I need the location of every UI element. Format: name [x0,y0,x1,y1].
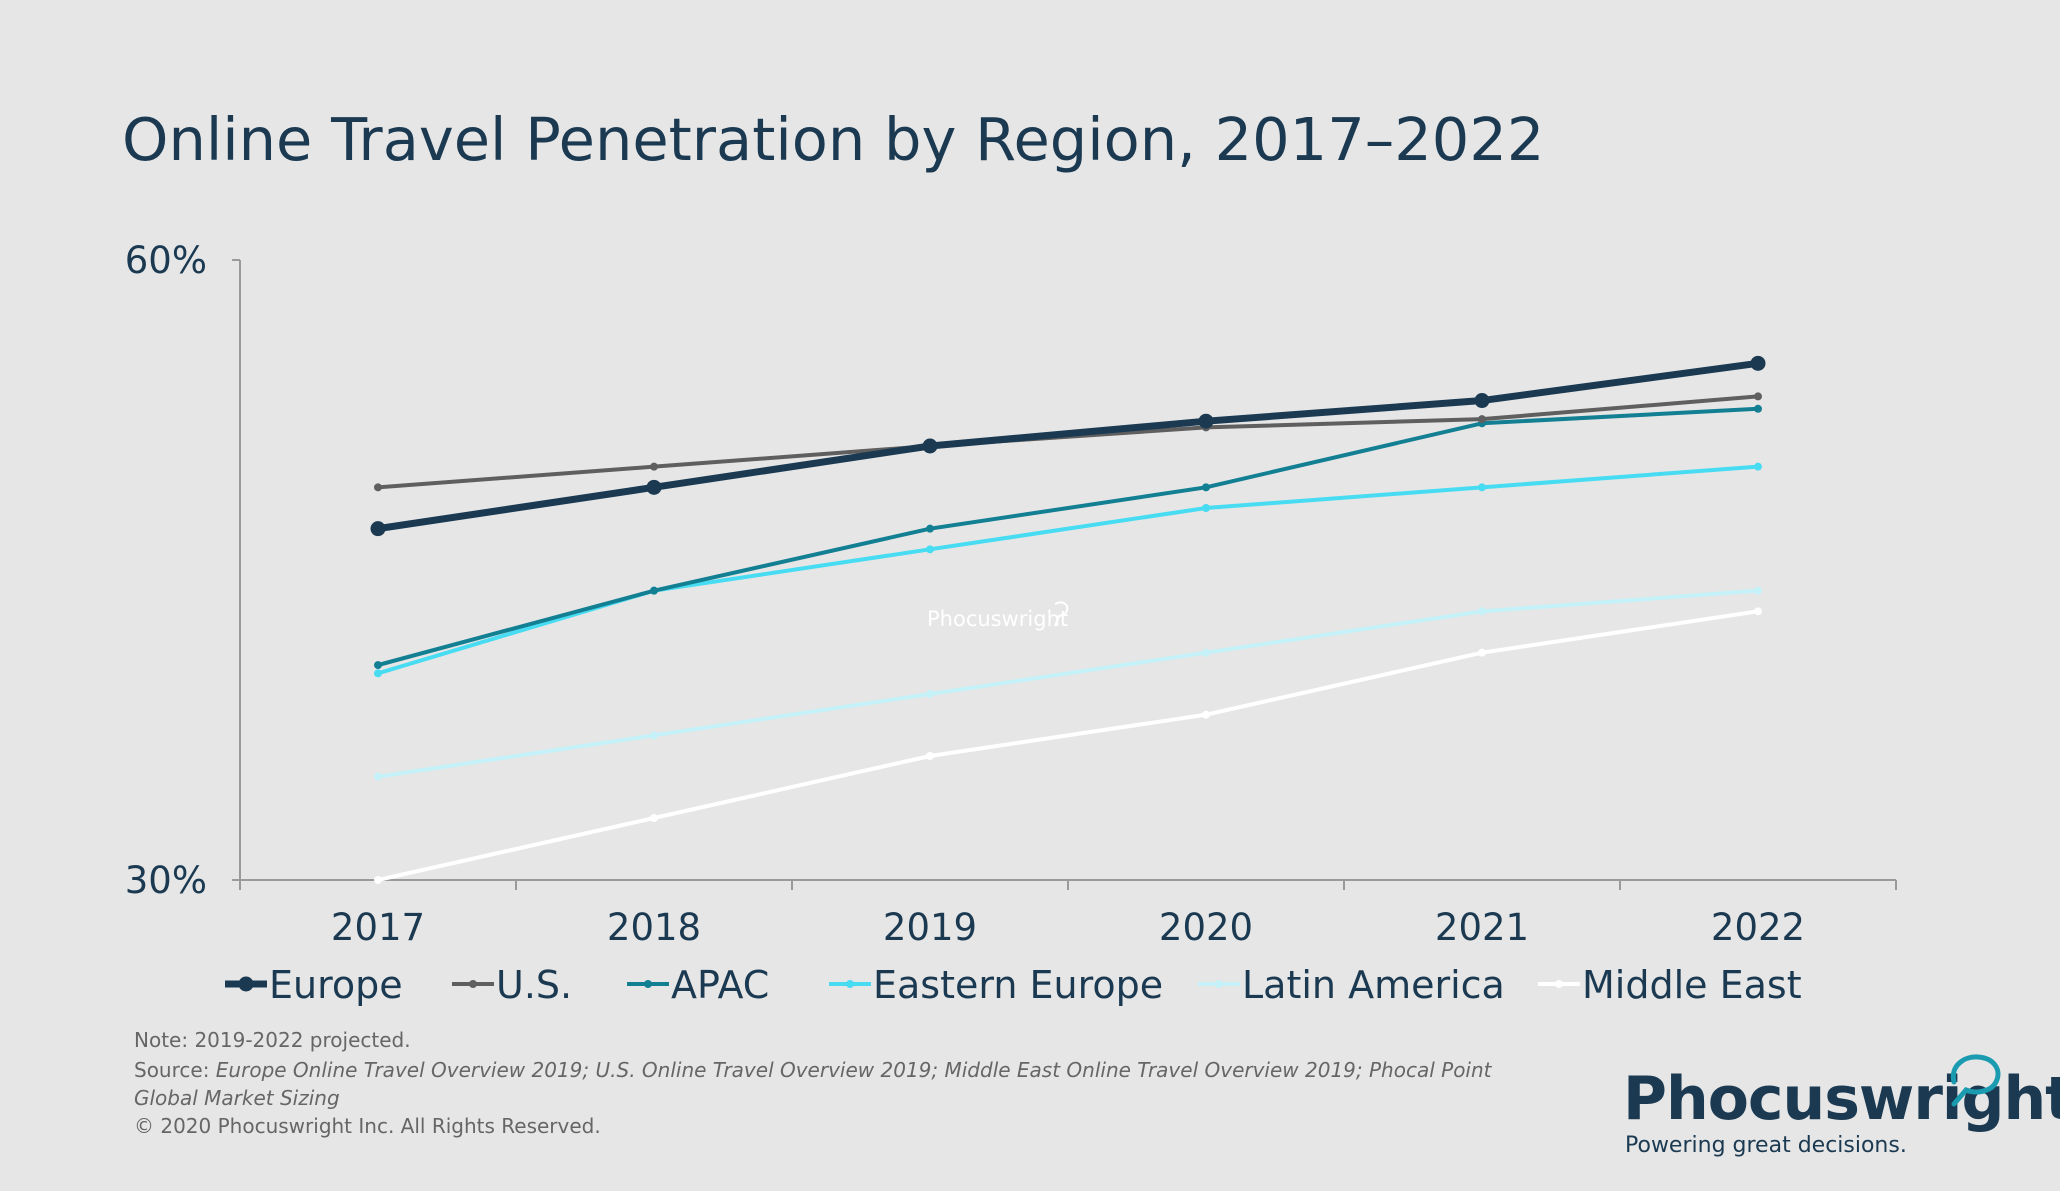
brand-logo: Phocuswright Powering great decisions. [1623,1066,2060,1160]
legend-marker [1555,980,1563,988]
source-text: Europe Online Travel Overview 2019; U.S.… [134,1058,1492,1110]
data-point [374,772,382,781]
data-point [1478,483,1486,492]
copyright: © 2020 Phocuswright Inc. All Rights Rese… [134,1114,601,1138]
data-point [1478,415,1486,424]
legend-label: U.S. [496,963,572,1007]
axes: 2017 2018 2019 2020 2021 2022 60% 30% [125,239,1897,949]
legend-label: Europe [269,963,403,1007]
data-point [374,483,382,492]
legend-marker [1215,980,1223,988]
series-layer [370,355,1766,884]
data-point [926,545,934,554]
series-middle-east [374,607,1762,884]
data-point [374,669,382,678]
data-point [1202,504,1210,512]
data-point [1750,355,1766,371]
data-point [650,814,658,822]
data-point [1202,710,1210,719]
brand-name: Phocuswright [1623,1064,2060,1134]
legend-label: APAC [671,963,769,1007]
y-tick-label: 60% [125,239,207,282]
x-tick-label: 2018 [607,906,701,949]
legend: Europe U.S. APAC Eastern Europe Latin Americ… [225,963,1802,1007]
series-line [377,359,1759,533]
data-point [926,690,934,698]
data-point [650,731,658,740]
data-point [370,521,386,537]
speech-bubble-icon [1950,1054,2001,1107]
source-label: Source: [134,1058,210,1082]
legend-item: Europe [225,963,403,1007]
legend-item: Middle East [1538,963,1802,1007]
legend-item: Latin America [1198,963,1505,1007]
data-point [374,876,382,884]
data-point [1202,648,1210,657]
x-tick-label: 2019 [883,906,977,949]
legend-label: Eastern Europe [873,963,1163,1007]
brand-tagline: Powering great decisions. [1625,1133,1907,1158]
legend-label: Middle East [1582,963,1802,1007]
series-u-s [374,392,1762,492]
x-tick-label: 2021 [1435,906,1529,949]
legend-marker [846,980,854,988]
data-point [1198,413,1214,429]
series-line [377,406,1759,667]
watermark: Phocuswright [927,607,1068,631]
data-point [1478,607,1486,616]
data-point [1754,586,1762,595]
x-tick-label: 2017 [331,906,425,949]
data-point [650,586,658,595]
series-latin-america [374,586,1762,781]
data-point [650,462,658,471]
legend-marker [238,976,254,992]
data-point [1754,462,1762,471]
legend-item: Eastern Europe [829,963,1163,1007]
chart-title: Online Travel Penetration by Region, 201… [122,105,1544,174]
series-line [377,588,1759,779]
note: Note: 2019-2022 projected. [134,1028,411,1052]
data-point [374,661,382,670]
legend-label: Latin America [1242,963,1505,1007]
series-line [377,394,1759,490]
data-point [926,524,934,533]
series-line [377,609,1759,882]
source-note: Source: Europe Online Travel Overview 20… [134,1056,1494,1112]
legend-item: U.S. [452,963,572,1007]
watermark-mark-icon [1054,601,1069,627]
data-point [1754,607,1762,616]
data-point [926,752,934,760]
data-point [646,479,662,495]
data-point [1478,648,1486,657]
legend-item: APAC [627,963,769,1007]
x-tick-label: 2022 [1711,906,1805,949]
data-point [1754,404,1762,413]
data-point [1202,483,1210,492]
data-point [922,438,938,454]
series-europe [370,355,1766,537]
legend-marker [469,980,477,988]
data-point [1474,393,1490,409]
legend-marker [644,980,652,988]
data-point [1754,392,1762,401]
y-tick-label: 30% [125,859,207,902]
x-tick-label: 2020 [1159,906,1253,949]
